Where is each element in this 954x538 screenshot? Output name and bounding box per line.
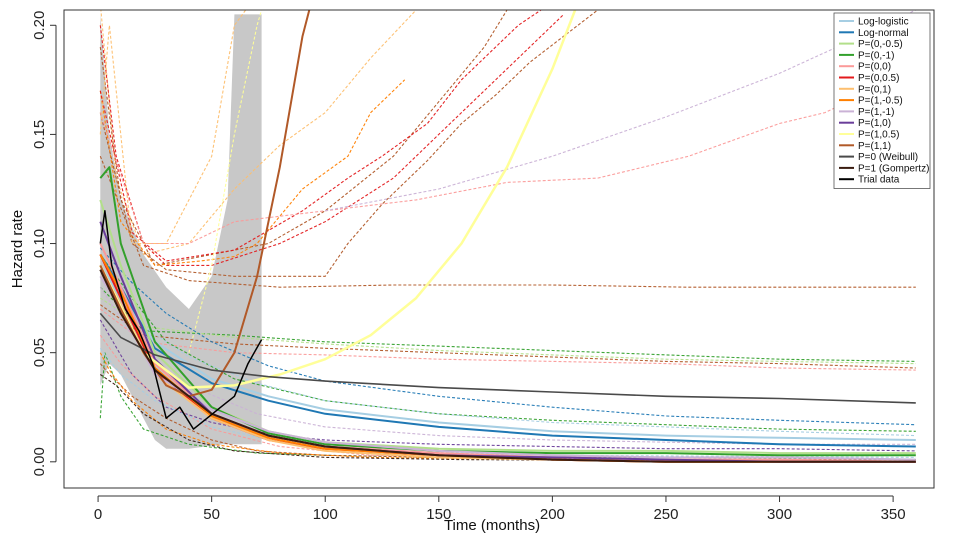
series-line-1 [99,253,916,448]
x-axis: 0 50 100 150 200 250 300 350 [94,495,906,523]
legend-label-7: P=(1,-0.5) [858,96,903,107]
series-line-10 [99,10,577,389]
series-line-13 [99,269,916,463]
y-tick-label-4: 0.20 [31,11,48,40]
dashed-line-17 [99,265,916,437]
dashed-line-4 [99,10,599,277]
legend-label-13: P=1 (Gompertz) [858,163,929,174]
x-tick-label-3: 150 [426,506,451,523]
x-tick-label-0: 0 [94,506,102,523]
dashed-line-14 [99,308,916,371]
series-line-12 [99,312,916,404]
x-tick-label-4: 200 [540,506,565,523]
x-axis-title: Time (months) [444,517,540,534]
legend-label-5: P=(0,0.5) [858,73,899,84]
dashed-line-5 [99,10,542,262]
dashed-line-3 [99,79,406,266]
legend: Log-logisticLog-normalP=(0,-0.5)P=(0,-1)… [833,12,931,189]
x-tick-label-5: 250 [653,506,678,523]
legend-label-0: Log-logistic [858,17,909,28]
y-tick-label-1: 0.05 [31,338,48,367]
legend-label-9: P=(1,0) [858,118,891,129]
dashed-line-23 [99,374,916,463]
dashed-line-10 [99,155,916,288]
legend-label-10: P=(1,0.5) [858,130,899,141]
dashed-line-12 [99,297,916,365]
legend-label-2: P=(0,-0.5) [858,39,903,50]
x-tick-label-1: 50 [203,506,220,523]
legend-label-12: P=0 (Weibull) [858,152,918,163]
dashed-line-9 [188,10,263,353]
dashed-line-11 [99,286,916,362]
legend-label-6: P=(0,1) [858,84,891,95]
plot-frame [63,9,935,489]
y-tick-label-0: 0.00 [31,447,48,476]
dashed-line-19 [99,319,916,452]
y-axis-title: Hazard rate [9,210,26,288]
series-line-14 [99,210,263,430]
dashed-line-8 [99,10,247,245]
legend-label-4: P=(0,0) [858,62,891,73]
y-tick-label-2: 0.10 [31,229,48,258]
series-layer [99,10,916,463]
legend-label-14: Trial data [858,175,900,186]
legend-label-11: P=(1,1) [858,141,891,152]
dashed-line-2 [99,10,508,267]
series-line-3 [99,166,916,457]
x-tick-label-2: 100 [313,506,338,523]
x-tick-label-6: 300 [767,506,792,523]
dashed-line-13 [99,304,916,369]
legend-label-1: Log-normal [858,28,909,39]
y-axis: 0.00 0.05 0.10 0.15 0.20 [31,11,57,476]
x-tick-label-7: 350 [881,506,906,523]
dashed-line-6 [99,90,916,245]
y-tick-label-3: 0.15 [31,120,48,149]
legend-label-3: P=(0,-1) [858,50,894,61]
dashed-line-1 [99,14,565,266]
legend-label-8: P=(1,-1) [858,107,894,118]
